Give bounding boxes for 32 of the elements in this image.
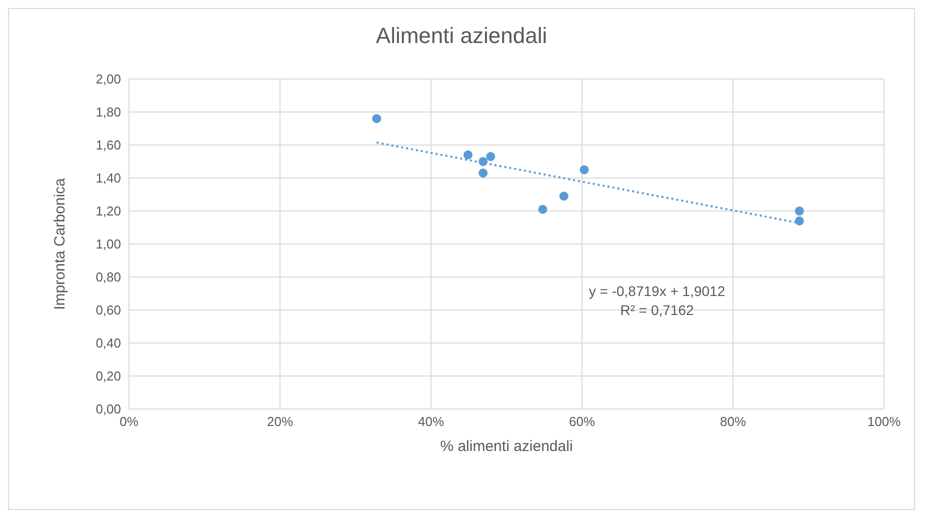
annotation: R² = 0,7162 <box>619 302 695 318</box>
x-tick-label: 20% <box>266 414 294 430</box>
point <box>538 204 548 214</box>
point <box>794 206 804 216</box>
chart-title: Alimenti aziendali <box>374 23 548 49</box>
y-tick-label: 1,00 <box>96 236 121 252</box>
y-tick-label: 1,80 <box>96 104 121 120</box>
y-tick-label: 0,20 <box>96 368 121 384</box>
point <box>478 156 488 166</box>
x-tick-label: 80% <box>720 414 746 430</box>
x-tick-label: 60% <box>568 414 596 430</box>
point <box>478 168 488 178</box>
y-tick-label: 2,00 <box>96 72 121 87</box>
y-tick-label: 1,40 <box>96 170 121 186</box>
y-tick-label: 0,40 <box>96 336 121 351</box>
y-tick-label: 1,60 <box>96 138 121 153</box>
y-tick-label: 0,80 <box>96 270 121 285</box>
annotation: y = -0,8719x + 1,9012 <box>588 283 726 299</box>
point <box>794 216 804 226</box>
y-tick-label: 0,60 <box>96 302 121 318</box>
x-tick-label: 100% <box>867 414 902 430</box>
point <box>372 114 382 124</box>
y-tick-label: 1,20 <box>96 204 121 219</box>
point <box>580 165 589 174</box>
point <box>486 152 496 162</box>
point <box>463 150 473 160</box>
x-tick-label: 40% <box>418 414 444 430</box>
y-tick-label: 0,00 <box>96 402 121 417</box>
x-tick-label: 0% <box>120 414 139 430</box>
x-axis-title: % alimenti aziendali <box>440 438 573 455</box>
y-axis-title: Impronta Carbonica <box>51 177 68 310</box>
point <box>559 192 568 201</box>
